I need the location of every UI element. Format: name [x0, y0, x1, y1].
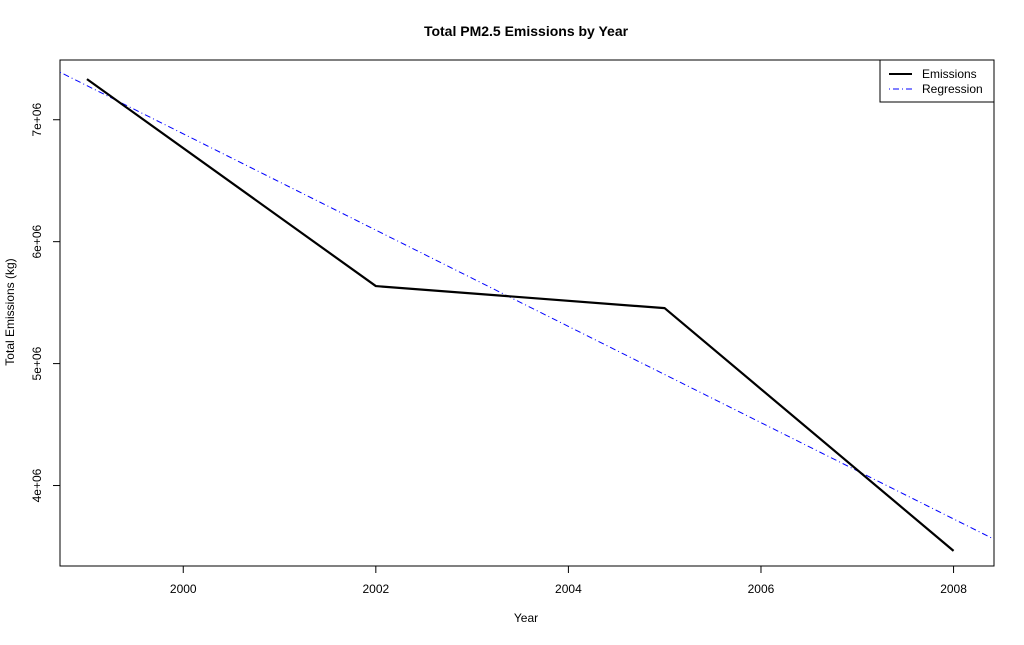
y-tick-label: 6e+06: [30, 224, 44, 258]
x-tick-label: 2008: [940, 582, 967, 596]
x-axis-label: Year: [514, 611, 538, 625]
regression-line: [60, 72, 994, 539]
x-tick-label: 2002: [362, 582, 389, 596]
emissions-series-line: [87, 79, 954, 551]
x-tick-label: 2000: [170, 582, 197, 596]
y-tick-label: 4e+06: [30, 468, 44, 502]
legend-emissions-label: Emissions: [922, 67, 977, 81]
x-tick-label: 2004: [555, 582, 582, 596]
legend: Emissions Regression: [880, 60, 994, 102]
plot-frame: [60, 60, 994, 566]
chart-title: Total PM2.5 Emissions by Year: [424, 23, 629, 39]
y-tick-label: 5e+06: [30, 346, 44, 380]
legend-regression-label: Regression: [922, 82, 983, 96]
axis-ticks: 2000 2002 2004 2006 2008 4e+06 5e+06 6e+06 7e+06: [30, 103, 967, 596]
y-tick-label: 7e+06: [30, 103, 44, 137]
x-tick-label: 2006: [748, 582, 775, 596]
series-layer: [60, 72, 994, 551]
y-axis-label: Total Emissions (kg): [3, 258, 17, 365]
